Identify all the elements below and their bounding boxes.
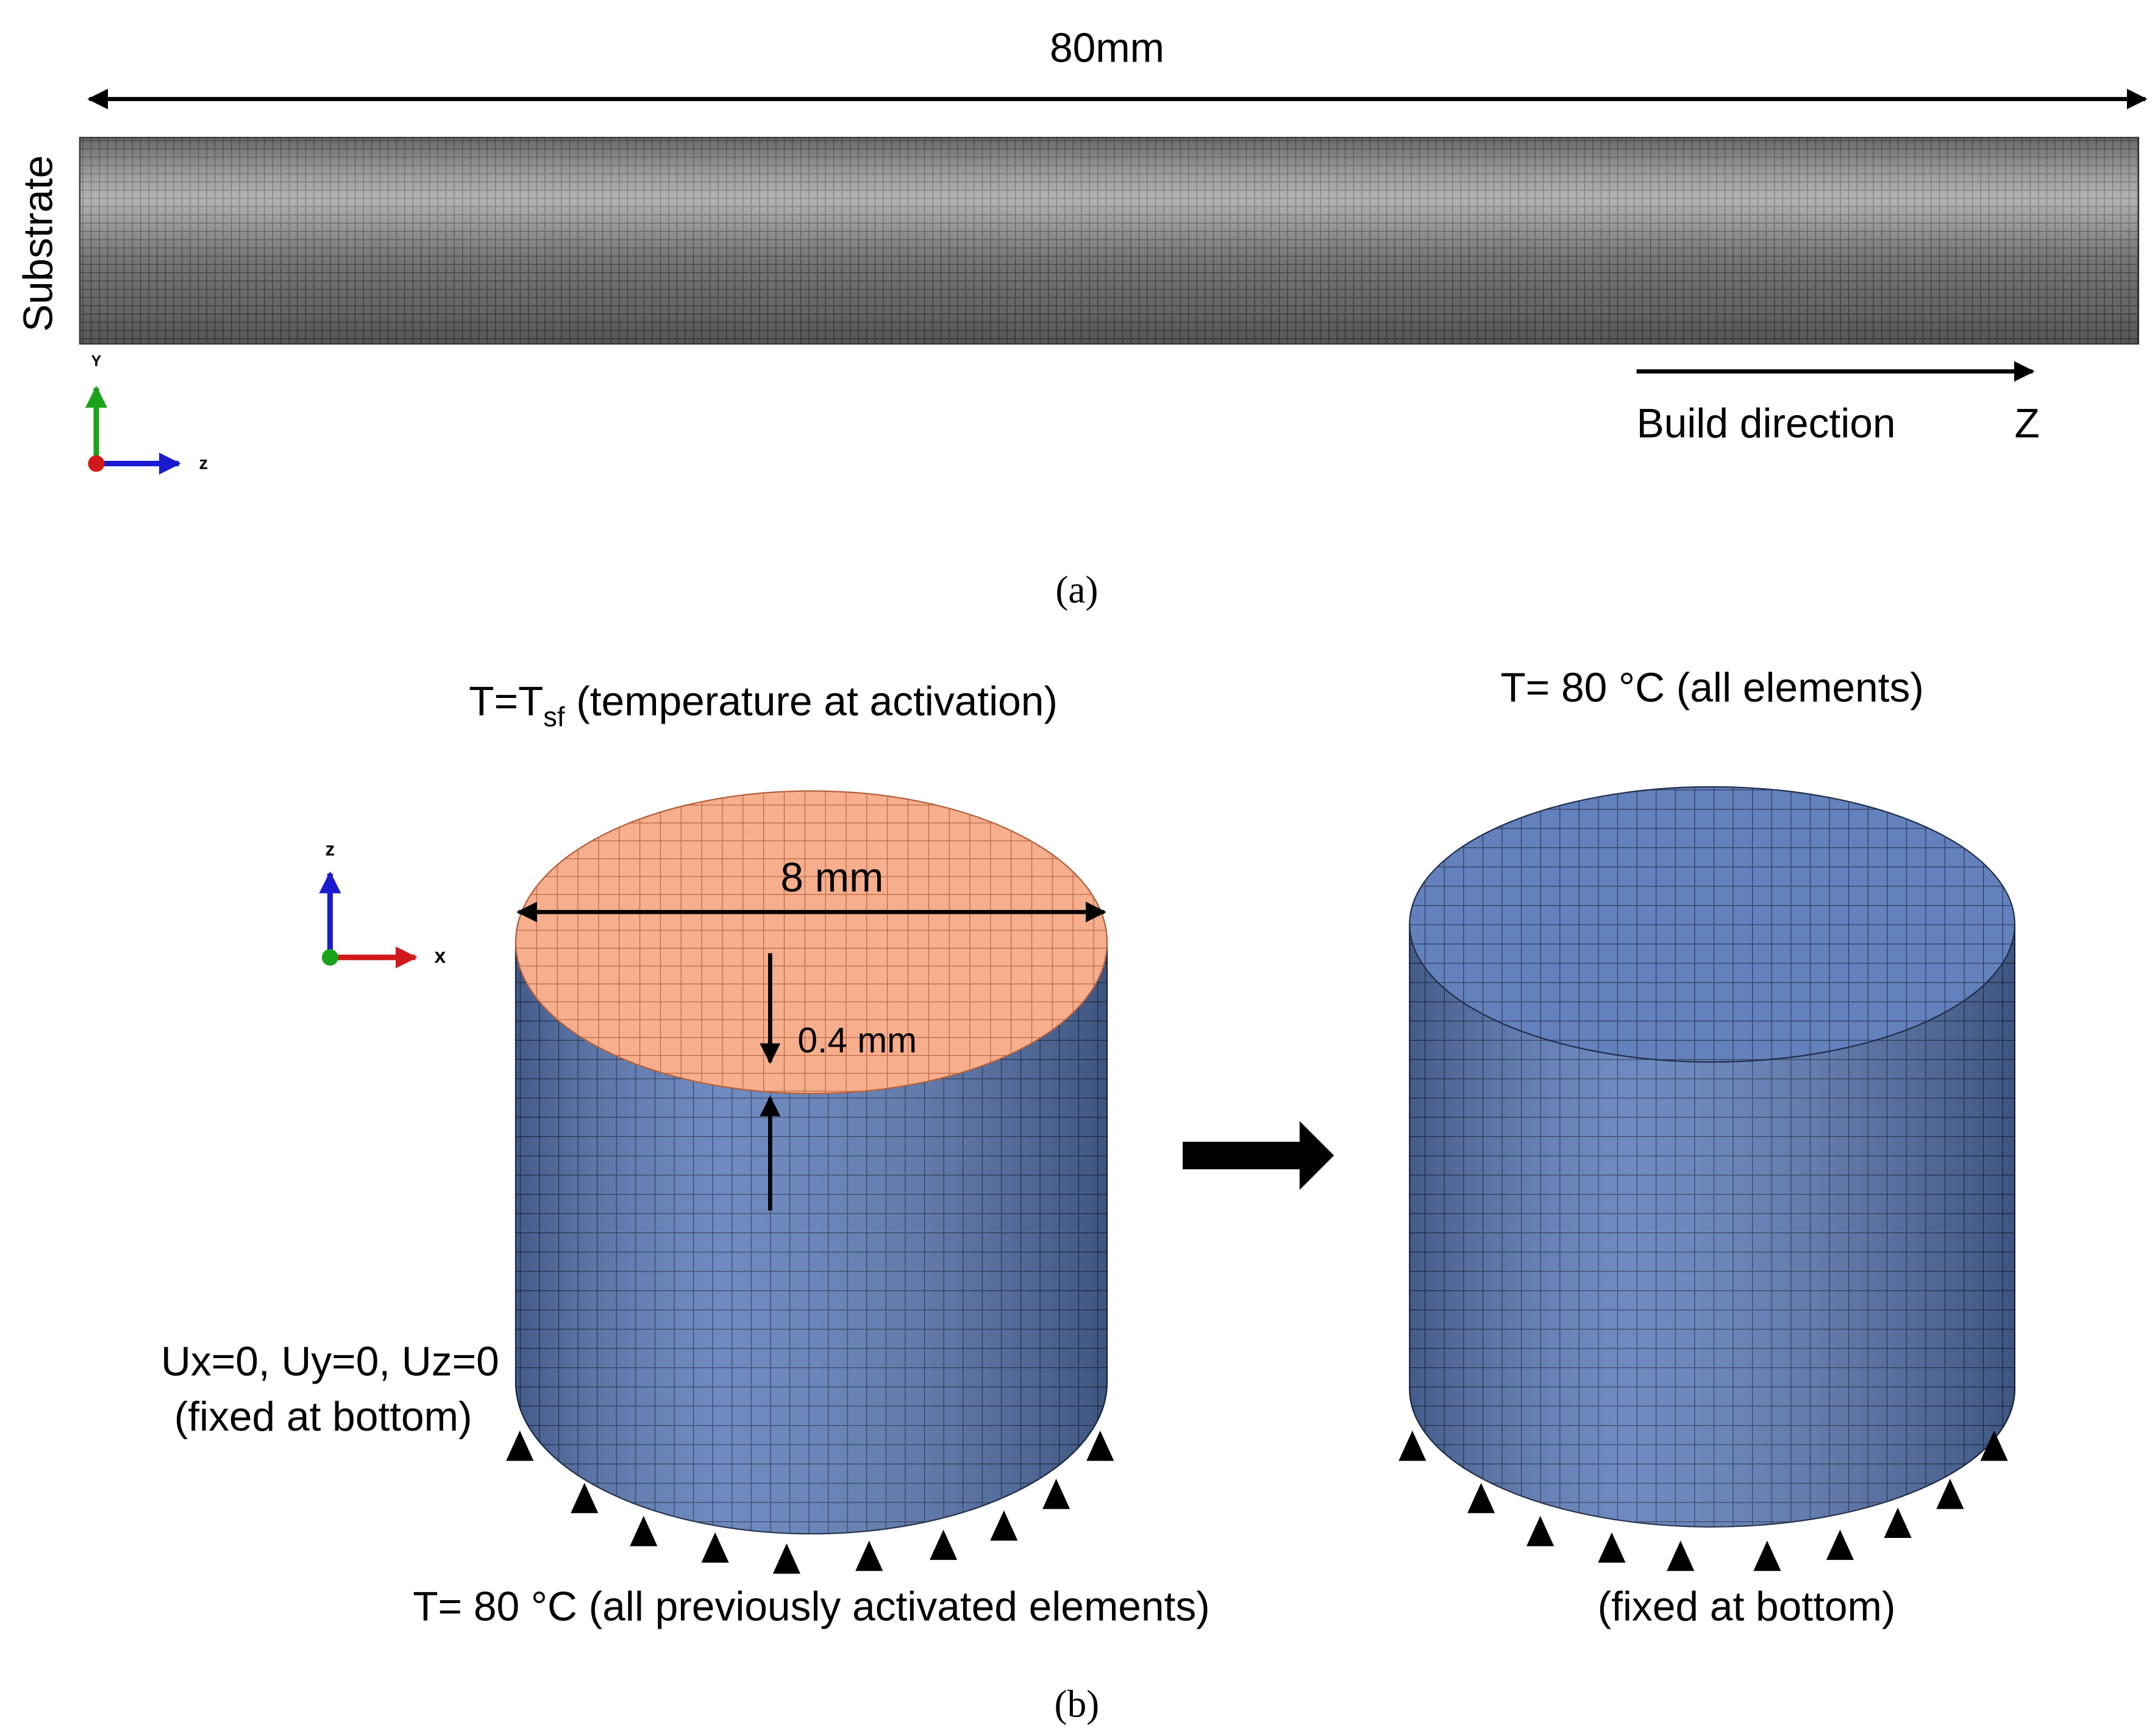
axis-origin (321, 949, 338, 966)
panel-a: 80mm Substrate Y z Build direction Z (a) (16, 26, 2148, 611)
axis-label: x (434, 945, 446, 968)
axis-label: Y (91, 353, 102, 369)
activated-layer (515, 790, 1108, 1095)
axis-label: z (326, 838, 335, 860)
boundary-label: (fixed at bottom) (174, 1394, 472, 1440)
layer-label: 0.4 mm (797, 1020, 917, 1060)
substrate-label: Substrate (16, 155, 62, 332)
title-subscript: sf (543, 702, 565, 733)
right-title: T= 80 °C (all elements) (1500, 665, 1924, 711)
temperature-label: T= 80 °C (all previously activated eleme… (413, 1584, 1210, 1629)
cylinder-top (1409, 786, 2016, 1063)
build-label: Build direction (1637, 401, 1896, 447)
boundary-label: (fixed at bottom) (1598, 1584, 1896, 1629)
diameter-label: 8 mm (780, 855, 883, 900)
axis-origin (88, 455, 105, 472)
substrate-shading (79, 137, 2140, 345)
boundary-label: Ux=0, Uy=0, Uz=0 (161, 1339, 499, 1385)
caption: (a) (1055, 568, 1098, 611)
caption: (b) (1055, 1682, 1100, 1725)
panel-b: T=Tsf (temperature at activation) 8 mm 0… (161, 665, 2016, 1725)
title-part: T=T (469, 678, 543, 724)
cylinder-shading (1409, 924, 2015, 1527)
axis-label: z (199, 454, 208, 474)
title-part: (temperature at activation) (565, 678, 1058, 724)
transition-arrow (1183, 1121, 1334, 1190)
cylinder-shading (515, 942, 1108, 1534)
dimension-label: 80mm (1050, 26, 1164, 71)
cylinder-top-shade (1409, 786, 2015, 1062)
build-axis-label: Z (2015, 401, 2040, 447)
left-title: T=Tsf (temperature at activation) (469, 678, 1058, 732)
